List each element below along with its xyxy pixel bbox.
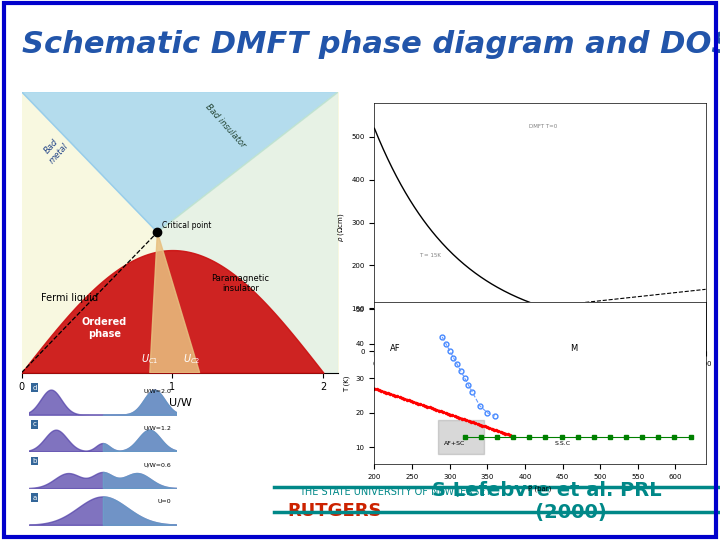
Text: THE STATE UNIVERSITY OF NEW JERSEY: THE STATE UNIVERSITY OF NEW JERSEY [299, 488, 491, 497]
Text: c: c [32, 421, 37, 427]
Text: Bad insulator: Bad insulator [203, 103, 247, 150]
Polygon shape [158, 92, 338, 232]
Polygon shape [150, 232, 199, 373]
Text: Fermi liquid: Fermi liquid [41, 293, 99, 303]
Text: Paramagnetic
insulator: Paramagnetic insulator [212, 274, 269, 293]
Text: U/W=0.6: U/W=0.6 [144, 462, 171, 468]
Text: U/W=2.0: U/W=2.0 [143, 389, 171, 394]
Text: d: d [32, 384, 37, 390]
Text: M: M [570, 343, 577, 353]
Text: AF+SC: AF+SC [444, 441, 465, 447]
Polygon shape [22, 92, 338, 232]
Text: $U_{C1}$: $U_{C1}$ [141, 353, 158, 366]
Text: b: b [32, 458, 37, 464]
Text: $U_{C2}$: $U_{C2}$ [183, 353, 200, 366]
Text: AF: AF [390, 343, 400, 353]
X-axis label: T (K): T (K) [532, 372, 548, 379]
Text: S Lefebvre et al. PRL
       (2000): S Lefebvre et al. PRL (2000) [433, 481, 662, 522]
Text: RUTGERS: RUTGERS [287, 502, 382, 520]
Text: $\kappa$-(ET)$_2$Cu[N(CN)$_2$]Cl: $\kappa$-(ET)$_2$Cu[N(CN)$_2$]Cl [408, 434, 629, 457]
Text: Bad
metal: Bad metal [40, 134, 70, 165]
Y-axis label: T (K): T (K) [343, 375, 350, 391]
X-axis label: U/W: U/W [168, 398, 192, 408]
Text: S.S.C: S.S.C [555, 441, 571, 447]
X-axis label: P (bar): P (bar) [528, 485, 552, 492]
Text: Ordered
phase: Ordered phase [82, 318, 127, 339]
Text: a: a [32, 495, 37, 501]
Text: U=0: U=0 [158, 499, 171, 504]
Polygon shape [158, 92, 338, 373]
Polygon shape [22, 92, 158, 232]
Text: Critical point: Critical point [162, 221, 211, 231]
Text: T = 15K: T = 15K [418, 253, 441, 258]
Text: Schematic DMFT phase diagram and DOS: Schematic DMFT phase diagram and DOS [22, 30, 720, 59]
Text: DMFT T=0: DMFT T=0 [529, 124, 557, 129]
Y-axis label: $\rho$ ($\Omega$cm): $\rho$ ($\Omega$cm) [336, 212, 346, 241]
Text: U/W=1.2: U/W=1.2 [143, 426, 171, 431]
